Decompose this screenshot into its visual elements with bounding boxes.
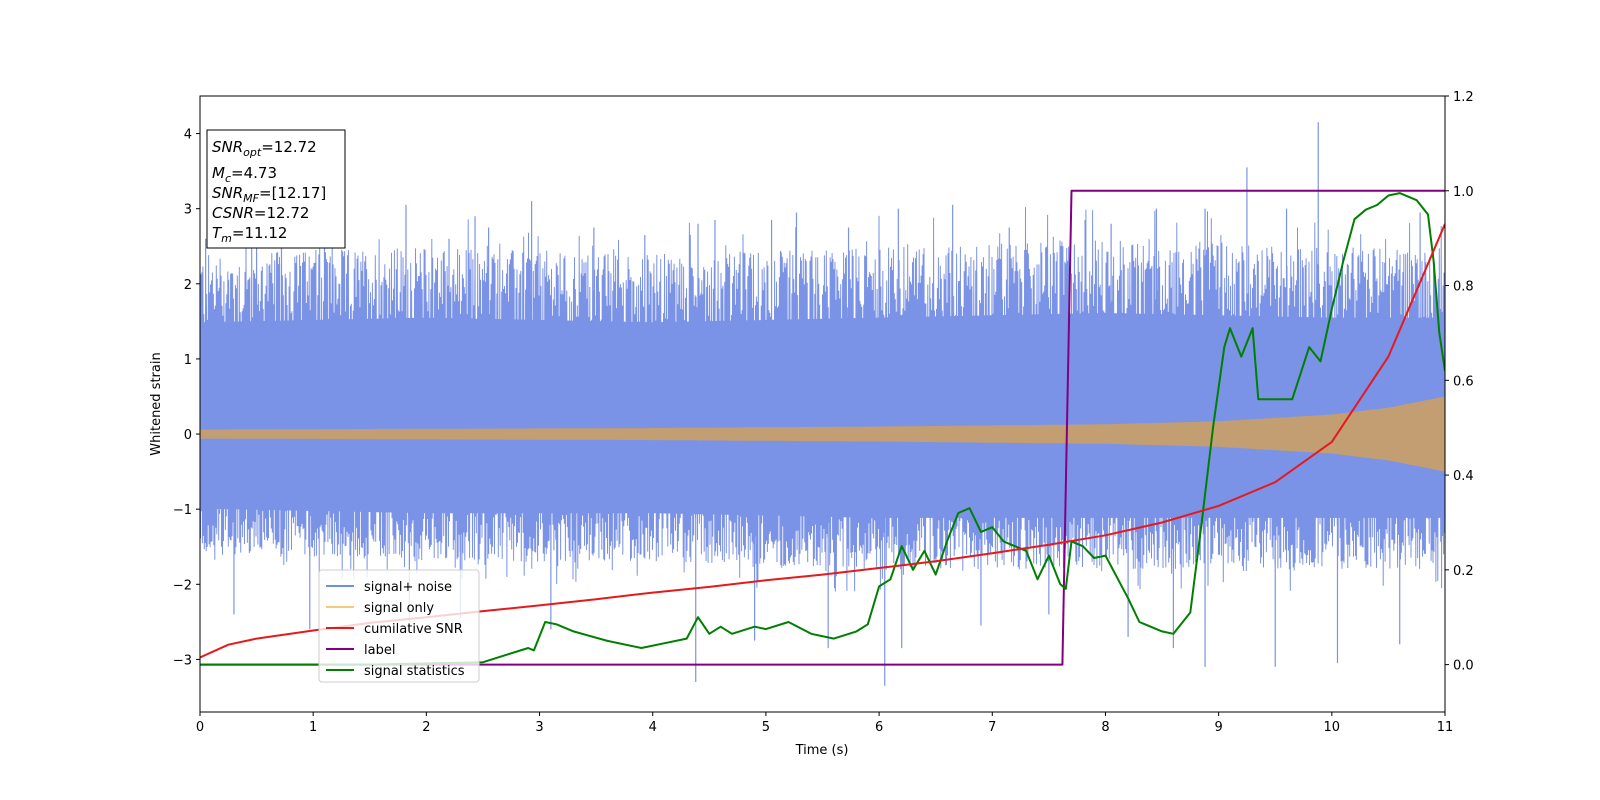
x-tick-label-0: 0 bbox=[196, 720, 204, 735]
x-tick-label-6: 6 bbox=[875, 720, 883, 735]
y-left-tick-label--3: −3 bbox=[173, 653, 192, 668]
legend-label-signal-only: signal only bbox=[364, 601, 434, 616]
legend-label-signal-noise: signal+ noise bbox=[364, 580, 452, 595]
y-left-tick-label-2: 2 bbox=[184, 278, 192, 293]
y-left-tick-label--2: −2 bbox=[173, 578, 192, 593]
legend-label-signal-statistics: signal statistics bbox=[364, 664, 465, 679]
x-tick-label-1: 1 bbox=[309, 720, 317, 735]
y-left-tick-label-1: 1 bbox=[184, 353, 192, 368]
x-tick-label-4: 4 bbox=[649, 720, 657, 735]
y-axis-label: Whitened strain bbox=[149, 352, 164, 455]
y-right-tick-label-0.2: 0.2 bbox=[1453, 564, 1474, 579]
x-axis-label: Time (s) bbox=[795, 743, 849, 758]
y-left-tick-label-0: 0 bbox=[184, 428, 192, 443]
y-right-tick-label-0.0: 0.0 bbox=[1453, 659, 1474, 674]
x-tick-label-7: 7 bbox=[988, 720, 996, 735]
x-tick-label-11: 11 bbox=[1437, 720, 1454, 735]
y-left-tick-label-3: 3 bbox=[184, 203, 192, 218]
info-snr-mf: SNRMF=[12.17] bbox=[212, 184, 326, 205]
info-mc: Mc=4.73 bbox=[212, 164, 277, 185]
y-right-tick-label-1.0: 1.0 bbox=[1453, 185, 1474, 200]
x-tick-label-9: 9 bbox=[1214, 720, 1222, 735]
x-tick-label-10: 10 bbox=[1324, 720, 1341, 735]
y-right-tick-label-0.4: 0.4 bbox=[1453, 469, 1474, 484]
y-right-tick-label-1.2: 1.2 bbox=[1453, 90, 1474, 105]
info-tm: Tm=11.12 bbox=[212, 224, 287, 245]
legend: signal+ noise signal only cumilative SNR… bbox=[318, 569, 480, 683]
x-tick-label-8: 8 bbox=[1101, 720, 1109, 735]
y-left-tick-label--1: −1 bbox=[173, 503, 192, 518]
series-signal-statistics-line bbox=[200, 192, 1445, 666]
x-tick-label-5: 5 bbox=[762, 720, 770, 735]
x-tick-label-2: 2 bbox=[422, 720, 430, 735]
series-signal-noise-band bbox=[200, 313, 1445, 518]
legend-label-cumulative-snr: cumilative SNR bbox=[364, 622, 463, 637]
info-snr-opt: SNRopt=12.72 bbox=[212, 138, 317, 159]
info-box: SNRopt=12.72 Mc=4.73 SNRMF=[12.17] CSNR=… bbox=[206, 129, 346, 249]
info-csnr: CSNR=12.72 bbox=[212, 204, 309, 222]
plot-frame bbox=[199, 95, 1446, 713]
y-right-tick-label-0.8: 0.8 bbox=[1453, 280, 1474, 295]
y-right-tick-label-0.6: 0.6 bbox=[1453, 374, 1474, 389]
series-signal-only-band bbox=[200, 396, 1445, 472]
series-label-line bbox=[200, 189, 1445, 666]
x-tick-label-3: 3 bbox=[535, 720, 543, 735]
y-left-tick-label-4: 4 bbox=[184, 128, 192, 143]
legend-label-label: label bbox=[364, 643, 395, 658]
